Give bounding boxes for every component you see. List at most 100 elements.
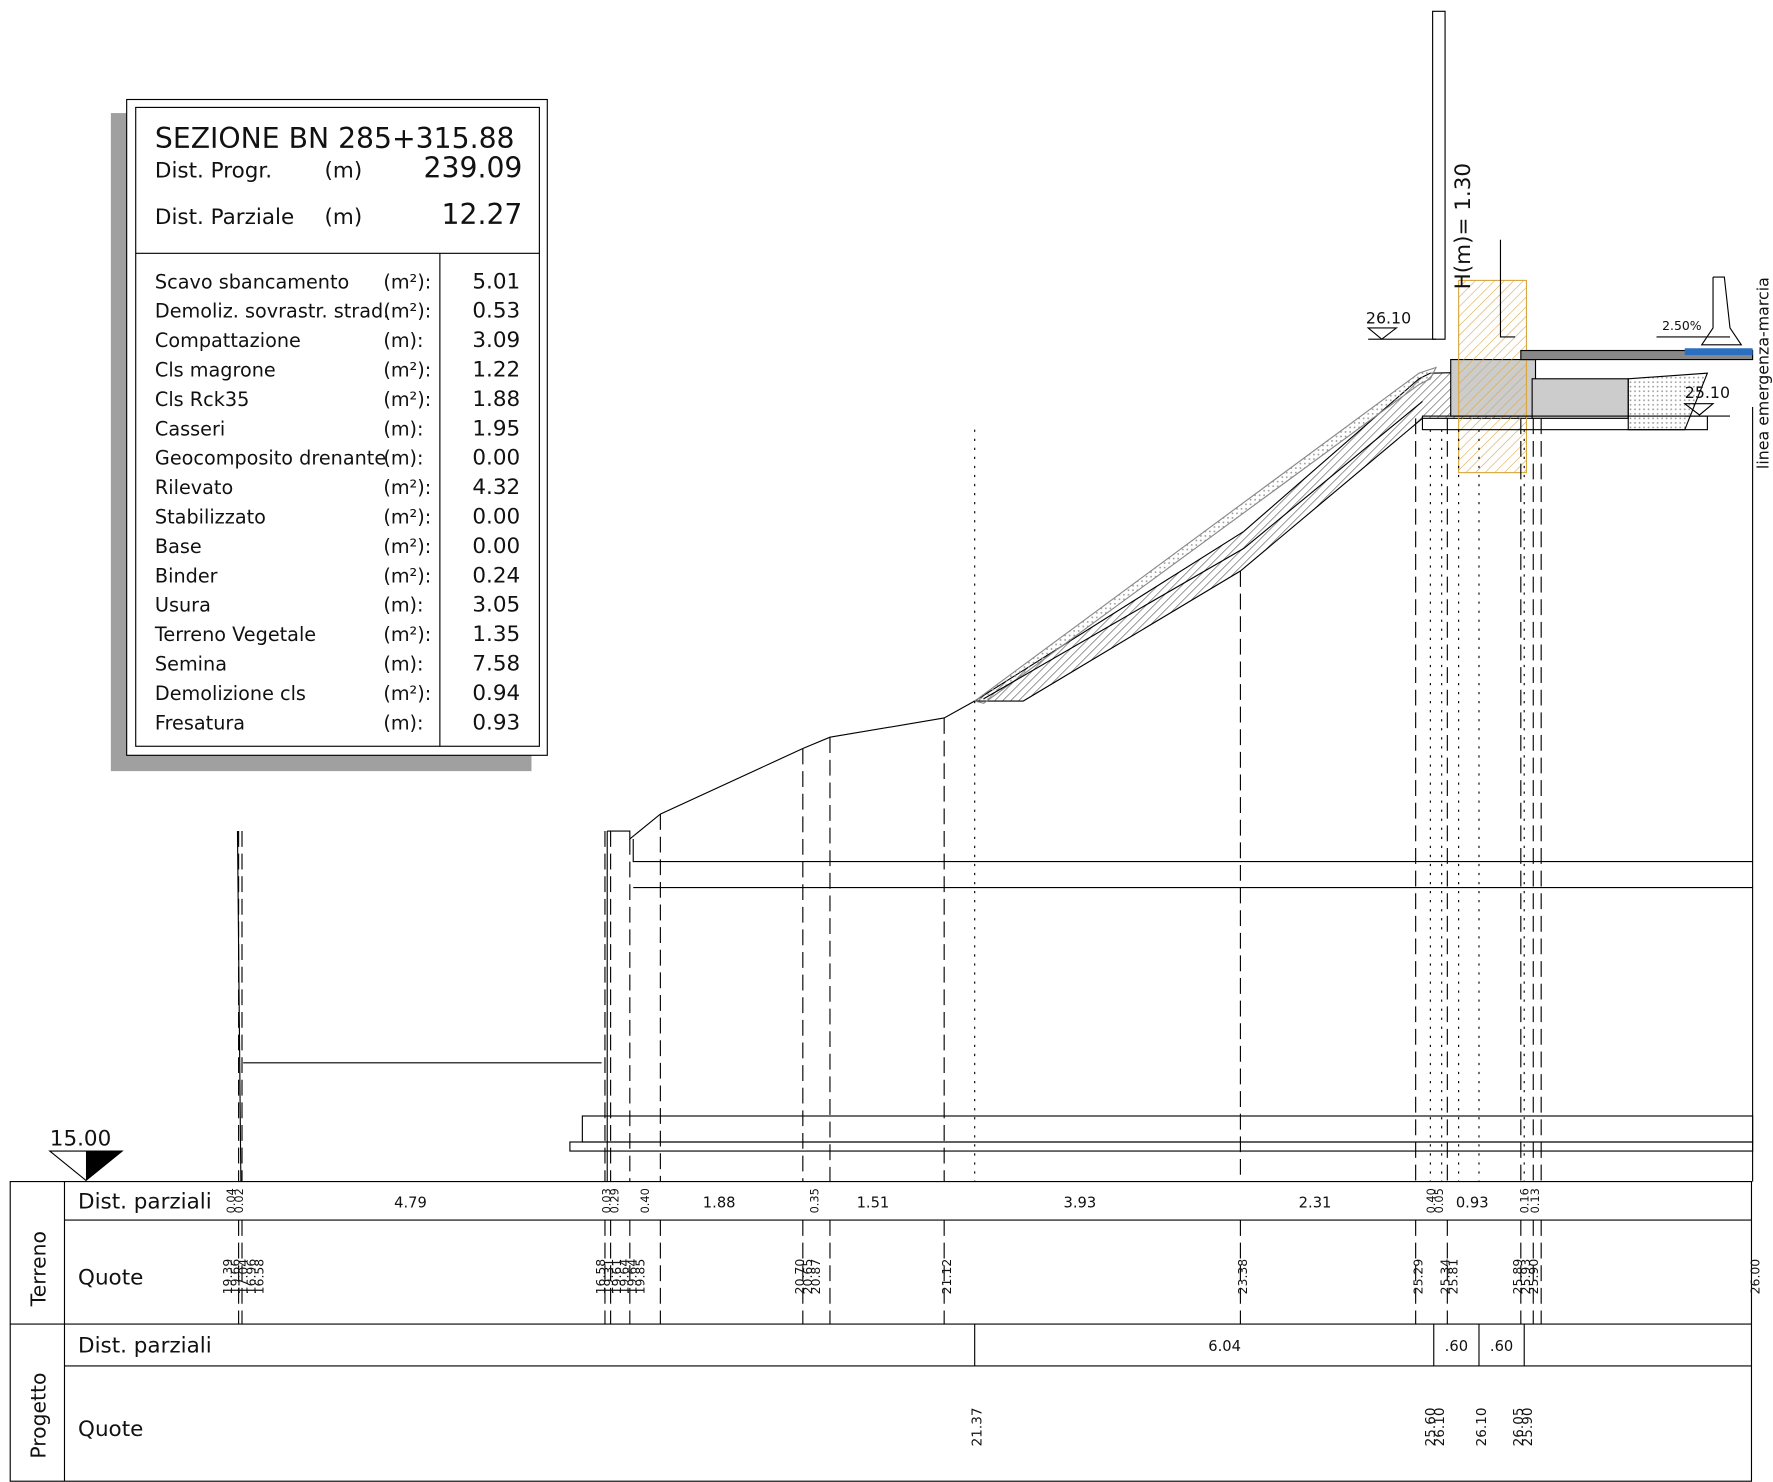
- quote-label: 23.38: [1235, 1259, 1250, 1295]
- distance-label: 2.31: [1299, 1195, 1332, 1212]
- quantity-value: 7.58: [472, 652, 520, 677]
- quantity-label: Compattazione: [155, 329, 301, 352]
- quantity-unit: (m²):: [383, 300, 431, 323]
- quantity-value: 0.94: [472, 681, 520, 706]
- quote-label: 19.64: [625, 1259, 640, 1295]
- height-label: H(m)= 1.30: [1451, 163, 1476, 289]
- quantity-unit: (m):: [383, 653, 423, 676]
- quote-label: 20.65: [800, 1259, 815, 1295]
- distance-label: 3.93: [1063, 1195, 1096, 1212]
- quantity-value: 1.35: [472, 622, 520, 647]
- quote-label: 25.90: [1520, 1408, 1536, 1447]
- quantity-value: 4.32: [472, 475, 520, 500]
- quantity-label: Scavo sbancamento: [155, 270, 349, 293]
- quantity-label: Terreno Vegetale: [154, 623, 316, 646]
- row-label: Dist. Parziale: [155, 205, 294, 230]
- level-label: 26.10: [1366, 308, 1411, 327]
- section-title: SEZIONE BN 285+315.88: [155, 122, 515, 155]
- quantity-value: 3.05: [472, 593, 520, 618]
- quote-label: 25.89: [1510, 1259, 1525, 1295]
- guide-lines: [238, 418, 1542, 1325]
- row-label: Dist. parziali: [78, 1333, 212, 1358]
- quantity-unit: (m):: [383, 594, 423, 617]
- lane-label: linea emergenza-marcia: [1753, 277, 1772, 469]
- quantity-unit: (m):: [383, 711, 423, 734]
- quote-label: 25.29: [1410, 1259, 1425, 1295]
- quote-label: 26.10: [1432, 1408, 1448, 1447]
- quote-label: 25.34: [1438, 1259, 1453, 1295]
- distance-label: 0.40: [1425, 1188, 1438, 1213]
- quantity-value: 0.24: [472, 563, 520, 588]
- level-label: 25.10: [1685, 383, 1730, 402]
- quote-label: 26.00: [1747, 1259, 1762, 1295]
- quantity-label: Cls magrone: [155, 359, 276, 382]
- distance-label: 0.13: [1529, 1188, 1542, 1213]
- distance-label: 0.04: [225, 1188, 238, 1213]
- quantity-value: 0.53: [472, 299, 520, 324]
- distance-label: 0.35: [809, 1188, 822, 1213]
- quantity-value: 1.88: [472, 387, 520, 412]
- quantity-unit: (m²):: [383, 682, 431, 705]
- quote-label: 19.61: [609, 1259, 624, 1295]
- quote-label: 17.04: [236, 1259, 251, 1295]
- quote-label: 16.58: [593, 1259, 608, 1295]
- quote-label: 16.96: [244, 1259, 259, 1295]
- quantity-label: Binder: [155, 564, 218, 587]
- group-label: Terreno: [26, 1231, 50, 1307]
- datum-label: 15.00: [50, 1126, 111, 1151]
- quantity-value: 5.01: [472, 269, 520, 294]
- quote-label: 25.60: [1423, 1408, 1439, 1447]
- quantity-label: Demoliz. sovrastr. strad.: [155, 300, 389, 323]
- quantity-value: 0.00: [472, 446, 520, 471]
- quantity-unit: (m²):: [383, 270, 431, 293]
- quote-label: 26.10: [1474, 1408, 1490, 1447]
- quantity-label: Semina: [155, 653, 227, 676]
- quantity-label: Cls Rck35: [155, 388, 249, 411]
- quantity-unit: (m²):: [383, 506, 431, 529]
- quote-label: 20.87: [808, 1259, 823, 1295]
- distance-label: 1.51: [857, 1195, 890, 1212]
- quote-label: 25.90: [1526, 1259, 1541, 1295]
- row-unit: (m): [325, 205, 363, 230]
- quantity-value: 1.95: [472, 416, 520, 441]
- data-table: [9, 1181, 1753, 1482]
- distance-label: 4.79: [394, 1195, 427, 1212]
- quantity-label: Rilevato: [155, 476, 233, 499]
- row-label: Quote: [78, 1417, 143, 1442]
- quantity-unit: (m):: [383, 447, 423, 470]
- quantity-value: 0.00: [472, 505, 520, 530]
- info-box: [110, 98, 548, 772]
- quote-label: 19.66: [228, 1259, 243, 1295]
- quantity-label: Geocomposito drenante: [155, 447, 386, 470]
- distance-label: 0.16: [1519, 1188, 1532, 1213]
- distance-label: 0.93: [1456, 1195, 1489, 1212]
- quantity-label: Fresatura: [155, 711, 245, 734]
- quantity-value: 1.22: [472, 358, 520, 383]
- quote-label: 19.64: [617, 1259, 632, 1295]
- distance-label: 0.05: [1433, 1188, 1446, 1213]
- quantity-label: Demolizione cls: [155, 682, 306, 705]
- row-label: Quote: [78, 1265, 143, 1290]
- distance-label: .60: [1445, 1338, 1468, 1355]
- quote-label: 19.39: [220, 1259, 235, 1295]
- quantity-value: 3.09: [472, 328, 520, 353]
- quote-label: 21.12: [939, 1259, 954, 1295]
- quantity-unit: (m²):: [383, 623, 431, 646]
- row-value: 12.27: [442, 198, 523, 231]
- distance-label: .60: [1490, 1338, 1513, 1355]
- row-value: 239.09: [424, 152, 523, 185]
- slope-label: 2.50%: [1662, 318, 1702, 333]
- quantity-value: 0.00: [472, 534, 520, 559]
- quote-label: 25.93: [1518, 1259, 1533, 1295]
- quantity-value: 0.93: [472, 710, 520, 735]
- quote-label: 26.05: [1511, 1408, 1527, 1447]
- quote-label: 20.70: [792, 1259, 807, 1295]
- distance-label: 0.40: [639, 1188, 652, 1213]
- quote-label: 21.37: [969, 1408, 985, 1447]
- quote-label: 19.85: [633, 1259, 648, 1295]
- quantity-label: Usura: [155, 594, 211, 617]
- quantity-label: Casseri: [155, 417, 225, 440]
- quantity-label: Stabilizzato: [155, 506, 266, 529]
- group-label: Progetto: [26, 1373, 50, 1459]
